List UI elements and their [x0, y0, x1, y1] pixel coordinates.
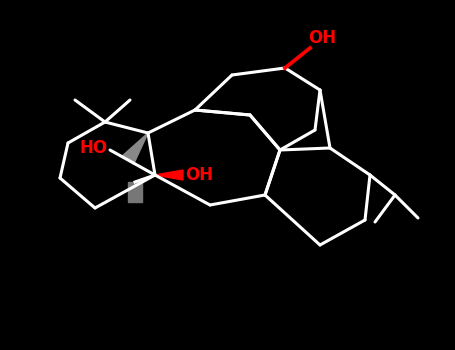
- Polygon shape: [155, 170, 183, 180]
- Text: OH: OH: [185, 166, 213, 184]
- Polygon shape: [122, 133, 148, 164]
- FancyBboxPatch shape: [128, 182, 142, 202]
- Text: OH: OH: [308, 29, 336, 47]
- Text: HO: HO: [80, 139, 108, 157]
